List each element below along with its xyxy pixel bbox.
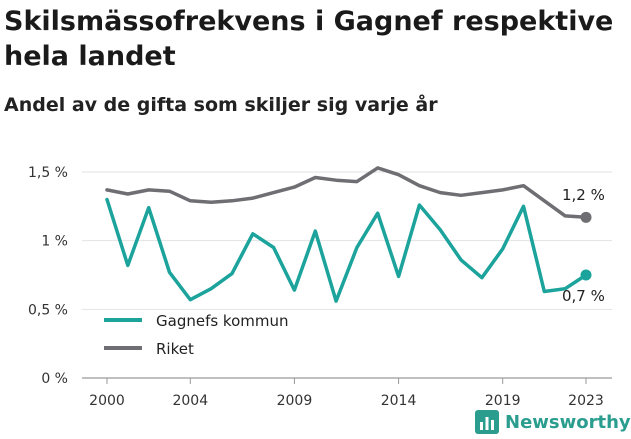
series-line-gagnef (105, 197, 588, 303)
y-tick-label: 0,5 % (28, 302, 68, 318)
end-label-gagnef: 0,7 % (562, 287, 605, 305)
end-point-gagnef (580, 269, 592, 281)
gridlines (82, 171, 612, 379)
x-tick-label: 2023 (568, 393, 604, 409)
x-tick-label: 2000 (89, 393, 125, 409)
series-lines (105, 166, 592, 303)
x-tick-label: 2014 (381, 393, 417, 409)
x-tick-label: 2004 (172, 393, 208, 409)
end-point-riket (580, 211, 592, 223)
series-line-riket (105, 166, 588, 220)
x-axis: 2000 2004 2009 2014 2019 2023 (89, 378, 604, 409)
bar-chart-icon (475, 410, 499, 434)
legend: Gagnefs kommun Riket (104, 312, 289, 358)
legend-label-gagnef: Gagnefs kommun (156, 312, 289, 330)
y-tick-label: 1 % (41, 234, 68, 250)
brand-name: Newsworthy (505, 411, 631, 433)
chart-subtitle: Andel av de gifta som skiljer sig varje … (4, 94, 438, 116)
y-axis: 0 % 0,5 % 1 % 1,5 % (28, 165, 68, 387)
legend-label-riket: Riket (156, 340, 194, 358)
newsworthy-logo: Newsworthy (474, 407, 631, 437)
chart-title: Skilsmässofrekvens i Gagnef respektive h… (4, 6, 614, 72)
end-label-riket: 1,2 % (562, 186, 605, 204)
x-tick-label: 2009 (277, 393, 313, 409)
y-tick-label: 1,5 % (28, 165, 68, 181)
x-tick-label: 2019 (485, 393, 521, 409)
y-tick-label: 0 % (41, 371, 68, 387)
